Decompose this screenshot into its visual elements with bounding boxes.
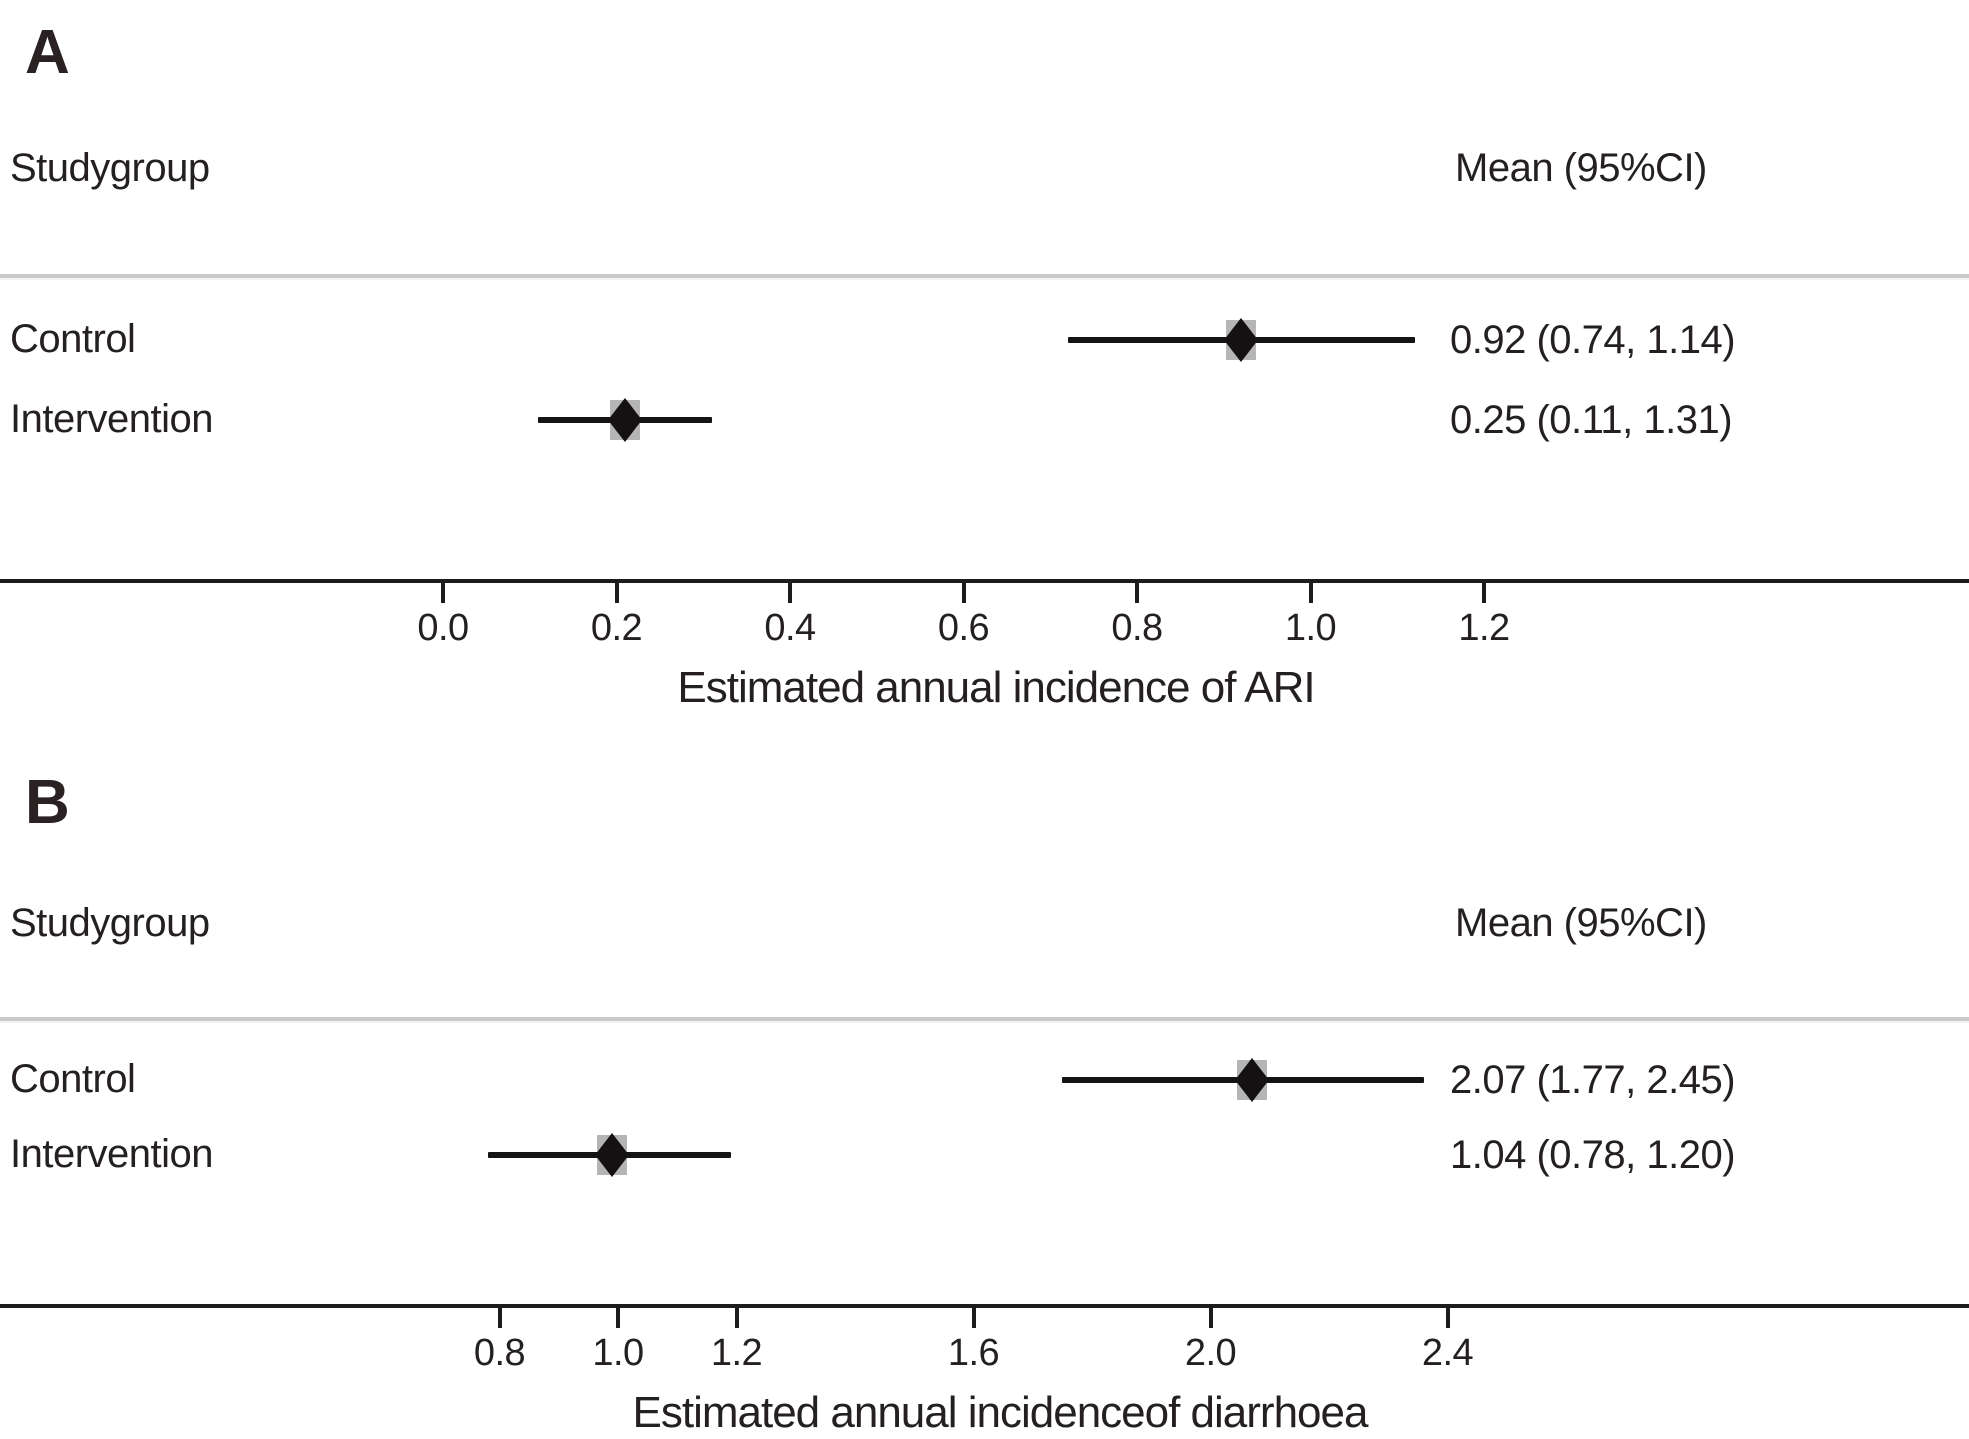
axis-tick: [441, 583, 445, 603]
axis-tick: [971, 1308, 976, 1328]
axis-tick-label: 0.4: [764, 607, 816, 649]
axis-tick-label: 1.6: [947, 1332, 1000, 1374]
axis-tick-label: 0.8: [473, 1332, 526, 1374]
panel-a-axis-title: Estimated annual incidence of ARI: [677, 663, 1315, 712]
row-label-control: Control: [10, 317, 136, 361]
axis-tick-label: 1.2: [1458, 607, 1510, 649]
axis-tick-label: 0.8: [1111, 607, 1163, 649]
mean-diamond-intervention: [595, 1133, 630, 1177]
mean-diamond-control: [1224, 318, 1259, 362]
panel-a-separator: [0, 274, 1969, 280]
axis-tick-label: 1.2: [710, 1332, 763, 1374]
axis-tick: [1445, 1308, 1450, 1328]
panel-b-axis-line: [0, 1304, 1969, 1308]
axis-tick-label: 0.2: [590, 607, 643, 649]
axis-tick: [614, 583, 619, 603]
axis-tick: [788, 583, 792, 603]
mean-ci-text-intervention: 1.04 (0.78, 1.20): [1450, 1133, 1736, 1177]
axis-tick: [734, 1308, 739, 1328]
axis-tick: [1482, 583, 1486, 603]
panel-b-mean-header: Mean (95%CI): [1455, 901, 1707, 945]
axis-tick: [961, 583, 966, 603]
panel-b-letter: B: [25, 768, 70, 837]
row-label-control: Control: [10, 1057, 136, 1101]
mean-diamond-control: [1234, 1058, 1269, 1102]
axis-tick: [497, 1308, 502, 1328]
panel-b-axis-title: Estimated annual incidenceof diarrhoea: [632, 1388, 1369, 1437]
axis-tick-label: 0.6: [937, 607, 990, 649]
row-label-intervention: Intervention: [10, 397, 214, 441]
axis-tick-label: 2.4: [1421, 1332, 1474, 1374]
axis-tick: [1308, 583, 1313, 603]
mean-ci-text-control: 2.07 (1.77, 2.45): [1450, 1058, 1736, 1102]
axis-tick: [1208, 1308, 1213, 1328]
panel-a-axis-line: [0, 579, 1969, 583]
panel-b-separator: [0, 1017, 1969, 1023]
panel-a-mean-header: Mean (95%CI): [1455, 146, 1707, 190]
axis-tick-label: 1.0: [1284, 607, 1337, 649]
panel-b-studygroup-header: Studygroup: [10, 901, 210, 945]
row-label-intervention: Intervention: [10, 1132, 214, 1176]
axis-tick-label: 1.0: [592, 1332, 644, 1374]
axis-tick: [616, 1308, 620, 1328]
panel-a-letter: A: [25, 18, 70, 87]
mean-ci-text-control: 0.92 (0.74, 1.14): [1450, 318, 1736, 362]
axis-tick-label: 0.0: [417, 607, 469, 649]
axis-tick-label: 2.0: [1184, 1332, 1237, 1374]
mean-diamond-intervention: [608, 398, 643, 442]
panel-a-studygroup-header: Studygroup: [10, 146, 210, 190]
mean-ci-text-intervention: 0.25 (0.11, 1.31): [1450, 398, 1733, 442]
axis-tick: [1135, 583, 1139, 603]
